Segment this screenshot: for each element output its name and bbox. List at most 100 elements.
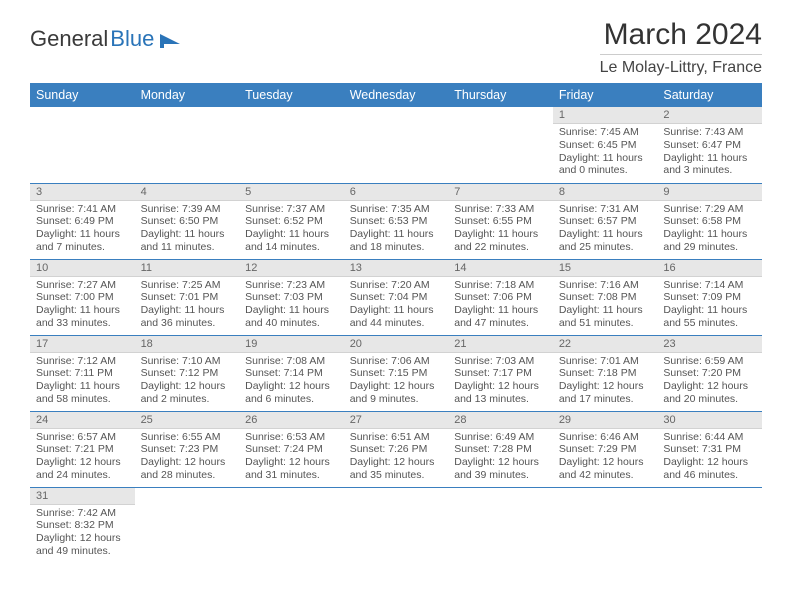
day-number: 21: [448, 336, 553, 353]
day-line: Sunrise: 7:01 AM: [559, 355, 652, 368]
day-line: Sunset: 7:17 PM: [454, 367, 547, 380]
day-detail: Sunrise: 7:39 AMSunset: 6:50 PMDaylight:…: [135, 201, 240, 258]
day-line: Sunrise: 6:57 AM: [36, 431, 129, 444]
day-line: Sunset: 7:00 PM: [36, 291, 129, 304]
day-detail: Sunrise: 6:46 AMSunset: 7:29 PMDaylight:…: [553, 429, 658, 486]
day-line: Sunset: 7:21 PM: [36, 443, 129, 456]
day-number: 24: [30, 412, 135, 429]
day-detail: Sunrise: 7:01 AMSunset: 7:18 PMDaylight:…: [553, 353, 658, 410]
day-line: Daylight: 12 hours: [141, 380, 234, 393]
day-line: Sunrise: 7:37 AM: [245, 203, 338, 216]
day-detail: Sunrise: 7:10 AMSunset: 7:12 PMDaylight:…: [135, 353, 240, 410]
day-detail: Sunrise: 7:41 AMSunset: 6:49 PMDaylight:…: [30, 201, 135, 258]
calendar-cell: [239, 107, 344, 183]
day-line: Sunset: 7:24 PM: [245, 443, 338, 456]
calendar-cell: 7Sunrise: 7:33 AMSunset: 6:55 PMDaylight…: [448, 183, 553, 259]
day-line: Sunset: 6:47 PM: [663, 139, 756, 152]
calendar-cell: 28Sunrise: 6:49 AMSunset: 7:28 PMDayligh…: [448, 411, 553, 487]
day-line: Sunset: 7:12 PM: [141, 367, 234, 380]
calendar-table: Sunday Monday Tuesday Wednesday Thursday…: [30, 83, 762, 563]
calendar-week-row: 31Sunrise: 7:42 AMSunset: 8:32 PMDayligh…: [30, 487, 762, 563]
day-line: Daylight: 12 hours: [559, 456, 652, 469]
calendar-week-row: 3Sunrise: 7:41 AMSunset: 6:49 PMDaylight…: [30, 183, 762, 259]
calendar-cell: [344, 107, 449, 183]
calendar-cell: [553, 487, 658, 563]
day-header: Friday: [553, 83, 658, 107]
day-line: Sunrise: 7:27 AM: [36, 279, 129, 292]
day-line: and 3 minutes.: [663, 164, 756, 177]
calendar-cell: 13Sunrise: 7:20 AMSunset: 7:04 PMDayligh…: [344, 259, 449, 335]
day-line: Sunrise: 6:46 AM: [559, 431, 652, 444]
day-header: Tuesday: [239, 83, 344, 107]
day-line: Daylight: 12 hours: [36, 532, 129, 545]
day-line: and 28 minutes.: [141, 469, 234, 482]
day-line: and 20 minutes.: [663, 393, 756, 406]
day-number: 18: [135, 336, 240, 353]
day-detail: Sunrise: 6:44 AMSunset: 7:31 PMDaylight:…: [657, 429, 762, 486]
header-row: GeneralBlue March 2024 Le Molay-Littry, …: [30, 18, 762, 77]
calendar-cell: 31Sunrise: 7:42 AMSunset: 8:32 PMDayligh…: [30, 487, 135, 563]
day-line: Daylight: 11 hours: [245, 228, 338, 241]
day-line: Daylight: 11 hours: [454, 228, 547, 241]
day-detail: Sunrise: 6:55 AMSunset: 7:23 PMDaylight:…: [135, 429, 240, 486]
day-line: Sunrise: 7:03 AM: [454, 355, 547, 368]
day-line: Sunrise: 7:42 AM: [36, 507, 129, 520]
day-line: and 42 minutes.: [559, 469, 652, 482]
day-number: 2: [657, 107, 762, 124]
day-line: and 24 minutes.: [36, 469, 129, 482]
page-subtitle: Le Molay-Littry, France: [600, 59, 762, 77]
day-detail: Sunrise: 7:43 AMSunset: 6:47 PMDaylight:…: [657, 124, 762, 181]
day-line: Sunset: 7:09 PM: [663, 291, 756, 304]
calendar-cell: 17Sunrise: 7:12 AMSunset: 7:11 PMDayligh…: [30, 335, 135, 411]
day-line: Daylight: 12 hours: [454, 380, 547, 393]
day-line: Sunrise: 7:31 AM: [559, 203, 652, 216]
page-title: March 2024: [600, 18, 762, 55]
logo: GeneralBlue: [30, 18, 182, 52]
day-line: and 17 minutes.: [559, 393, 652, 406]
day-line: Sunset: 7:26 PM: [350, 443, 443, 456]
day-line: Sunset: 7:23 PM: [141, 443, 234, 456]
day-number: 15: [553, 260, 658, 277]
day-line: Sunrise: 7:25 AM: [141, 279, 234, 292]
day-line: Sunset: 7:28 PM: [454, 443, 547, 456]
day-detail: Sunrise: 7:35 AMSunset: 6:53 PMDaylight:…: [344, 201, 449, 258]
calendar-cell: [448, 107, 553, 183]
day-line: and 40 minutes.: [245, 317, 338, 330]
day-line: Sunset: 7:20 PM: [663, 367, 756, 380]
calendar-cell: 23Sunrise: 6:59 AMSunset: 7:20 PMDayligh…: [657, 335, 762, 411]
day-line: Daylight: 11 hours: [559, 304, 652, 317]
day-detail: Sunrise: 7:31 AMSunset: 6:57 PMDaylight:…: [553, 201, 658, 258]
day-header: Monday: [135, 83, 240, 107]
day-line: Sunrise: 7:16 AM: [559, 279, 652, 292]
day-number: 22: [553, 336, 658, 353]
day-line: Daylight: 11 hours: [350, 304, 443, 317]
day-line: Sunrise: 7:39 AM: [141, 203, 234, 216]
day-detail: Sunrise: 7:29 AMSunset: 6:58 PMDaylight:…: [657, 201, 762, 258]
day-line: Daylight: 12 hours: [141, 456, 234, 469]
day-detail: Sunrise: 7:27 AMSunset: 7:00 PMDaylight:…: [30, 277, 135, 334]
day-detail: Sunrise: 7:37 AMSunset: 6:52 PMDaylight:…: [239, 201, 344, 258]
day-detail: Sunrise: 7:06 AMSunset: 7:15 PMDaylight:…: [344, 353, 449, 410]
day-line: and 36 minutes.: [141, 317, 234, 330]
day-number: 9: [657, 184, 762, 201]
day-header-row: Sunday Monday Tuesday Wednesday Thursday…: [30, 83, 762, 107]
calendar-cell: 5Sunrise: 7:37 AMSunset: 6:52 PMDaylight…: [239, 183, 344, 259]
day-line: and 29 minutes.: [663, 241, 756, 254]
day-line: Sunset: 7:29 PM: [559, 443, 652, 456]
calendar-cell: [344, 487, 449, 563]
calendar-week-row: 1Sunrise: 7:45 AMSunset: 6:45 PMDaylight…: [30, 107, 762, 183]
day-line: Daylight: 11 hours: [36, 380, 129, 393]
calendar-cell: 19Sunrise: 7:08 AMSunset: 7:14 PMDayligh…: [239, 335, 344, 411]
day-number: 16: [657, 260, 762, 277]
day-line: Sunset: 8:32 PM: [36, 519, 129, 532]
calendar-cell: 11Sunrise: 7:25 AMSunset: 7:01 PMDayligh…: [135, 259, 240, 335]
calendar-cell: 29Sunrise: 6:46 AMSunset: 7:29 PMDayligh…: [553, 411, 658, 487]
day-line: Sunrise: 6:51 AM: [350, 431, 443, 444]
day-line: and 11 minutes.: [141, 241, 234, 254]
calendar-cell: 10Sunrise: 7:27 AMSunset: 7:00 PMDayligh…: [30, 259, 135, 335]
day-line: Sunset: 7:01 PM: [141, 291, 234, 304]
day-line: Daylight: 11 hours: [454, 304, 547, 317]
calendar-cell: 24Sunrise: 6:57 AMSunset: 7:21 PMDayligh…: [30, 411, 135, 487]
day-line: Sunrise: 7:35 AM: [350, 203, 443, 216]
day-line: Sunrise: 6:55 AM: [141, 431, 234, 444]
